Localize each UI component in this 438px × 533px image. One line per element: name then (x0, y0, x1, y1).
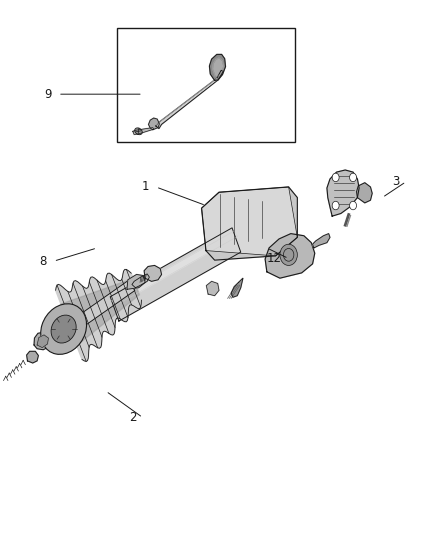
Polygon shape (327, 170, 359, 216)
Polygon shape (265, 233, 315, 278)
Ellipse shape (41, 304, 87, 354)
Polygon shape (313, 233, 330, 248)
Polygon shape (156, 70, 223, 128)
Polygon shape (34, 332, 51, 350)
Polygon shape (112, 231, 238, 305)
Polygon shape (47, 279, 135, 349)
Polygon shape (357, 183, 372, 203)
Circle shape (280, 244, 297, 265)
Text: 2: 2 (129, 411, 136, 424)
Polygon shape (37, 335, 48, 348)
Circle shape (350, 173, 357, 182)
Polygon shape (148, 118, 159, 130)
Polygon shape (27, 351, 39, 363)
Polygon shape (231, 278, 243, 297)
Text: 8: 8 (40, 255, 47, 268)
Polygon shape (132, 274, 149, 288)
Polygon shape (133, 127, 154, 134)
Polygon shape (201, 187, 297, 256)
Text: 9: 9 (44, 87, 51, 101)
Polygon shape (209, 54, 226, 80)
Ellipse shape (51, 315, 76, 343)
Polygon shape (201, 187, 297, 260)
Circle shape (350, 201, 357, 210)
Ellipse shape (135, 128, 142, 135)
Polygon shape (56, 270, 141, 361)
Polygon shape (206, 281, 219, 296)
Polygon shape (144, 265, 162, 281)
Polygon shape (213, 58, 223, 77)
Polygon shape (127, 274, 145, 289)
Text: 1: 1 (142, 181, 149, 193)
Bar (117, 28, 295, 142)
Circle shape (332, 201, 339, 210)
Polygon shape (156, 78, 217, 125)
Circle shape (283, 248, 294, 261)
Text: 3: 3 (392, 175, 399, 188)
Circle shape (332, 173, 339, 182)
Polygon shape (61, 279, 139, 345)
Text: 12: 12 (267, 252, 282, 265)
Polygon shape (110, 228, 241, 321)
